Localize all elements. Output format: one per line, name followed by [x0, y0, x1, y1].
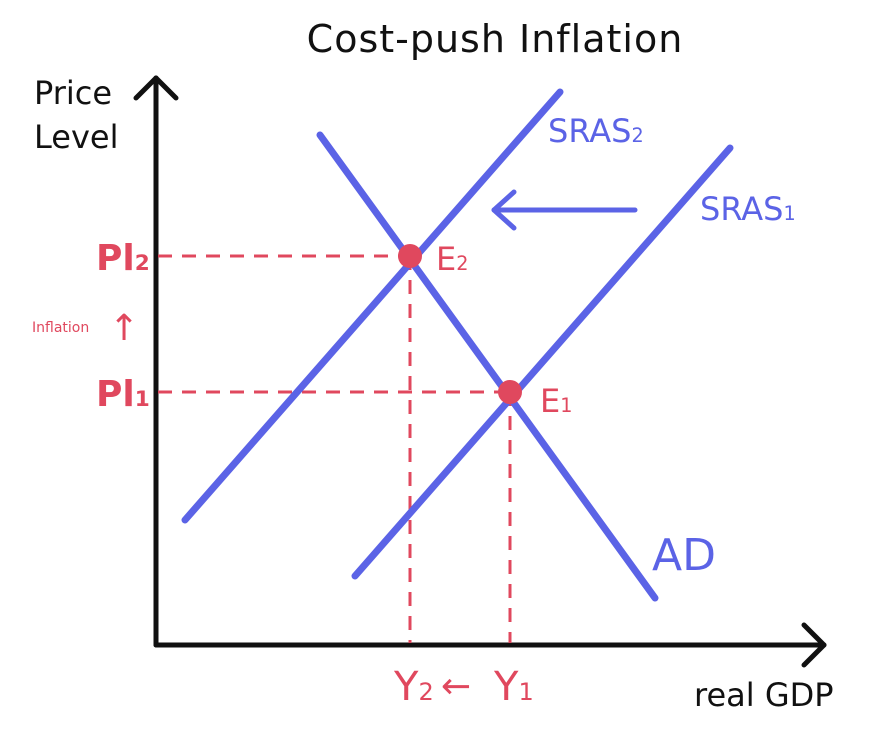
equilibrium-point-e1 [498, 380, 522, 404]
ad-label: AD [652, 530, 716, 581]
output-left-arrow-icon: ← [441, 666, 471, 707]
equilibrium-point-e2 [398, 244, 422, 268]
inflation-up-arrow-icon: ↑ [109, 308, 139, 349]
e1-label: E1 [540, 382, 572, 420]
shift-left-arrow [491, 189, 638, 231]
ad-curve [316, 131, 659, 602]
sras1-curve [351, 144, 734, 580]
y-axis-arrowhead [133, 75, 179, 101]
curves [181, 88, 734, 602]
e2-label: E2 [436, 240, 468, 278]
sras1-label: SRAS1 [700, 190, 796, 228]
sras2-curve [181, 88, 564, 524]
y-axis-label-line2: Level [34, 118, 118, 156]
x-axis-label: real GDP [694, 676, 834, 714]
pl1-label: Pl1 [96, 374, 150, 415]
x-axis-arrowhead [801, 622, 827, 668]
axes [133, 75, 827, 668]
inflation-note: Inflation [32, 320, 89, 336]
diagram-title: Cost-push Inflation [307, 17, 684, 61]
y2-label: Y2 [393, 664, 434, 710]
guide-lines [158, 254, 512, 643]
y1-label: Y1 [493, 664, 534, 710]
sras2-label: SRAS2 [548, 112, 644, 150]
y-axis-label-line1: Price [34, 74, 112, 112]
pl2-label: Pl2 [96, 238, 150, 279]
